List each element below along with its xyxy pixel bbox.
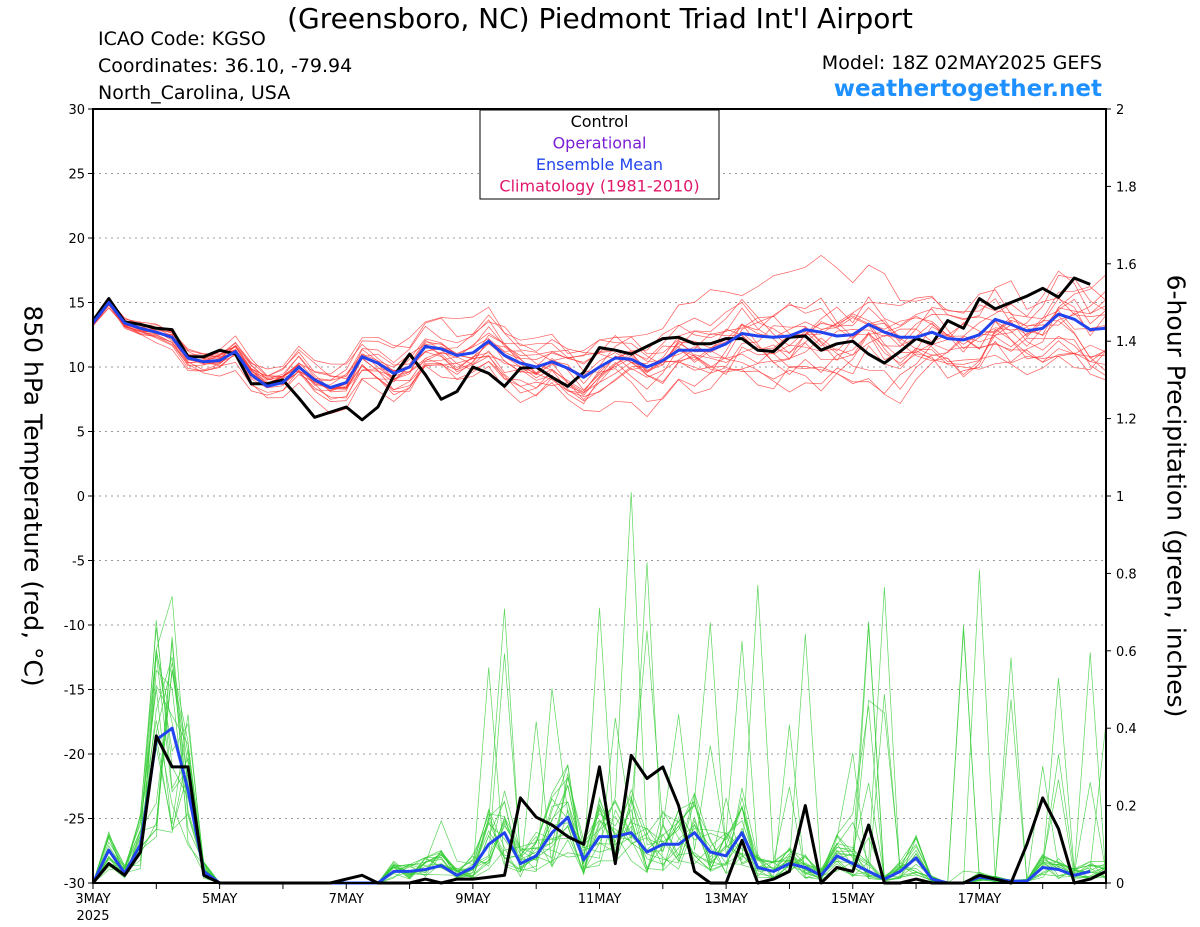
x-tick-sublabel: 2025 (76, 909, 109, 924)
series-lines (91, 276, 1107, 885)
y-tick-label: 0 (77, 490, 85, 505)
model-run: Model: 18Z 02MAY2025 GEFS (821, 52, 1102, 74)
member-precip-line (92, 596, 1107, 884)
y-tick-label: -5 (72, 555, 85, 570)
y-tick-label: 5 (77, 426, 85, 441)
y-tick-label: -15 (64, 684, 85, 699)
x-tick-label: 9MAY (455, 892, 490, 907)
x-tick-label: 13MAY (704, 892, 748, 907)
y-tick-label: -10 (64, 619, 85, 634)
x-tick-label: 3MAY (75, 892, 110, 907)
y-tick-label: -30 (64, 877, 85, 892)
y-tick-label: 15 (68, 297, 85, 312)
y2-tick-label: 1.2 (1116, 413, 1137, 428)
region: North_Carolina, USA (98, 82, 291, 104)
x-tick-label: 17MAY (958, 892, 1002, 907)
y2-tick-label: 0 (1116, 877, 1124, 892)
y2-tick-label: 1.6 (1116, 258, 1137, 273)
legend-entry: Climatology (1981-2010) (499, 177, 699, 196)
y-tick-label: -25 (64, 813, 85, 828)
member-temp-line (92, 274, 1107, 399)
y2-tick-label: 2 (1116, 103, 1124, 118)
icao-code: ICAO Code: KGSO (98, 28, 266, 50)
site-link[interactable]: weathertogether.net (833, 76, 1102, 102)
member-temp-line (92, 254, 1107, 378)
member-temp-line (92, 297, 1107, 385)
y2-tick-label: 1.8 (1116, 180, 1137, 195)
legend-box (479, 109, 720, 200)
legend-entry: Control (571, 112, 629, 131)
x-tick-label: 15MAY (831, 892, 875, 907)
chart-legend: Control Operational Ensemble Mean Climatolo… (479, 109, 720, 200)
member-precip-line (92, 627, 1107, 884)
member-temp-line (92, 302, 1107, 394)
y2-tick-label: 1.4 (1116, 335, 1137, 350)
member-temp-line (92, 270, 1107, 372)
y2-tick-label: 0.8 (1116, 567, 1137, 582)
y2-tick-label: 0.2 (1116, 800, 1137, 815)
x-tick-label: 7MAY (329, 892, 364, 907)
axis-ticks: 302520151050-5-10-15-20-25-3021.81.61.41… (64, 103, 1137, 924)
y2-tick-label: 0.6 (1116, 645, 1137, 660)
member-temp-line (92, 307, 1107, 415)
legend-entry: Ensemble Mean (536, 155, 663, 174)
member-precip-line (92, 641, 1107, 884)
y2-tick-label: 1 (1116, 490, 1124, 505)
member-temp-line (92, 299, 1107, 405)
control-temp-line (91, 276, 1091, 422)
y-tick-label: -20 (64, 748, 85, 763)
chart-title: (Greensboro, NC) Piedmont Triad Int'l Ai… (287, 2, 913, 35)
ensemble-mean-temp-line (91, 301, 1107, 390)
grid-lines (93, 173, 1106, 819)
legend-entry: Operational (553, 134, 647, 153)
y-tick-label: 20 (68, 232, 85, 247)
coordinates: Coordinates: 36.10, -79.94 (98, 55, 353, 77)
y-tick-label: 30 (68, 103, 85, 118)
member-temp-line (92, 302, 1107, 418)
x-tick-label: 11MAY (578, 892, 622, 907)
member-temp-line (92, 299, 1107, 392)
member-precip-line (92, 607, 1107, 884)
member-precip-line (92, 633, 1107, 884)
y-tick-label: 10 (68, 361, 85, 376)
member-precip-line (92, 608, 1107, 884)
y-tick-label: 25 (68, 168, 85, 183)
y2-tick-label: 0.4 (1116, 722, 1137, 737)
member-precip-line (92, 636, 1107, 884)
x-tick-label: 5MAY (202, 892, 237, 907)
member-precip-line (92, 630, 1107, 884)
